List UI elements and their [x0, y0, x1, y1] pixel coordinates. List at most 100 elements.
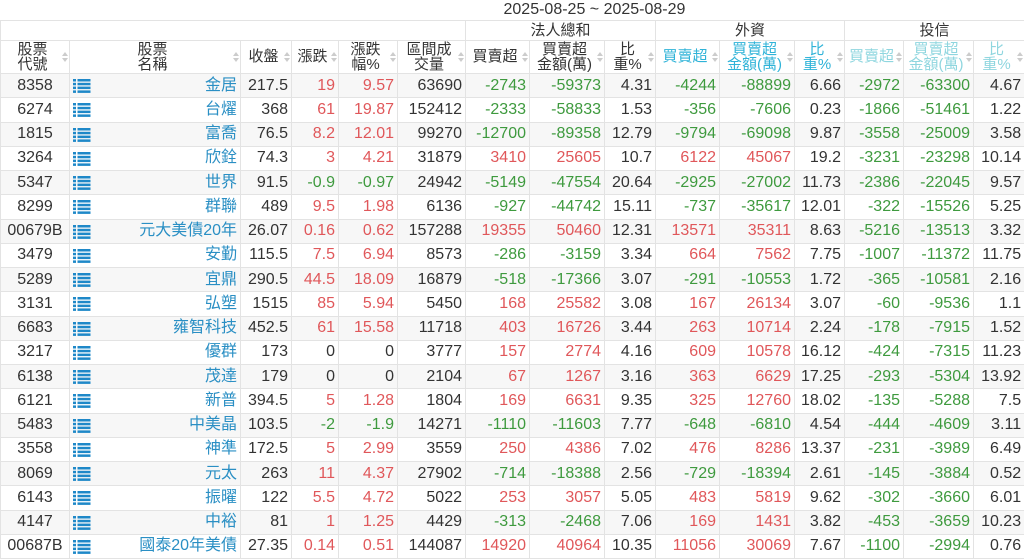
list-icon[interactable]	[73, 79, 91, 93]
column-header-code[interactable]: 股票代號	[0, 40, 70, 74]
stock-name-link[interactable]: 元太	[204, 464, 237, 482]
cell-name[interactable]: 雍智科技	[69, 315, 241, 341]
stock-name-link[interactable]: 優群	[204, 343, 237, 361]
cell-name[interactable]: 弘塑	[69, 291, 241, 317]
cell-name[interactable]: 金居	[69, 72, 241, 99]
stock-name-link[interactable]: 群聯	[204, 197, 237, 215]
column-header-foreign-amount[interactable]: 買賣超金額(萬)	[719, 40, 795, 74]
list-icon[interactable]	[73, 467, 91, 481]
list-icon[interactable]	[73, 394, 91, 409]
cell-name[interactable]: 富喬	[69, 121, 241, 147]
list-icon[interactable]	[73, 345, 91, 360]
sort-icon[interactable]	[1017, 52, 1024, 62]
column-header-close[interactable]: 收盤	[240, 40, 292, 74]
cell-code: 6121	[0, 388, 70, 414]
cell-total-amount: -17366	[529, 266, 605, 293]
column-header-total-amount[interactable]: 買賣超金額(萬)	[529, 40, 605, 74]
column-header-foreign-ratio[interactable]: 比重%	[794, 40, 845, 74]
sort-icon[interactable]	[648, 52, 654, 62]
cell-name[interactable]: 新普	[69, 388, 241, 414]
cell-name[interactable]: 欣銓	[69, 145, 241, 172]
cell-volume: 8573	[397, 242, 466, 269]
stock-name-link[interactable]: 世界	[204, 173, 237, 191]
cell-name[interactable]: 元大美債20年	[69, 218, 241, 244]
column-header-volume[interactable]: 區間成交量	[397, 40, 466, 74]
list-icon[interactable]	[73, 273, 91, 287]
column-header-foreign-net[interactable]: 買賣超	[655, 40, 720, 74]
stock-name-link[interactable]: 安勤	[204, 246, 237, 264]
cell-name[interactable]: 世界	[69, 169, 241, 196]
column-header-change[interactable]: 漲跌	[291, 40, 339, 74]
list-icon[interactable]	[73, 151, 91, 166]
cell-total-ratio: 12.31	[604, 218, 656, 244]
list-icon[interactable]	[73, 370, 91, 384]
cell-close: 394.5	[240, 388, 292, 414]
stock-name-link[interactable]: 台燿	[204, 100, 237, 118]
stock-name-link[interactable]: 富喬	[204, 125, 237, 143]
sort-icon[interactable]	[837, 52, 843, 62]
list-icon[interactable]	[73, 539, 91, 554]
cell-name[interactable]: 中美晶	[69, 412, 241, 438]
sort-icon[interactable]	[787, 52, 793, 62]
stock-name-link[interactable]: 茂達	[204, 367, 237, 385]
list-icon[interactable]	[73, 321, 91, 336]
list-icon[interactable]	[73, 224, 91, 239]
list-icon[interactable]	[73, 200, 91, 215]
stock-name-link[interactable]: 中裕	[204, 513, 237, 531]
cell-name[interactable]: 群聯	[69, 194, 241, 220]
stock-name-link[interactable]: 金居	[204, 76, 237, 94]
list-icon[interactable]	[73, 515, 91, 530]
sort-icon[interactable]	[390, 52, 396, 62]
list-icon[interactable]	[73, 248, 91, 263]
cell-name[interactable]: 振曜	[69, 485, 241, 511]
list-icon[interactable]	[73, 127, 91, 142]
cell-name[interactable]: 元太	[69, 460, 241, 487]
list-icon[interactable]	[73, 418, 91, 433]
sort-icon[interactable]	[896, 52, 902, 62]
sort-icon[interactable]	[597, 52, 603, 62]
cell-foreign-amount: 8286	[719, 436, 795, 463]
stock-name-link[interactable]: 欣銓	[204, 149, 237, 167]
stock-name-link[interactable]: 元大美債20年	[139, 222, 237, 240]
stock-name-link[interactable]: 振曜	[204, 488, 237, 506]
sort-icon[interactable]	[62, 52, 68, 62]
table-row: 00679B 元大美債20年 26.07 0.16 0.62 157288 19355 504…	[0, 218, 1024, 244]
cell-trust-net: -60	[844, 291, 904, 317]
cell-total-ratio: 3.08	[604, 291, 656, 317]
cell-name[interactable]: 台燿	[69, 97, 241, 123]
stock-name-link[interactable]: 宜鼎	[204, 270, 237, 288]
column-header-trust-ratio[interactable]: 比重%	[972, 40, 1024, 74]
sort-icon[interactable]	[458, 52, 464, 62]
column-header-trust-net[interactable]: 買賣超	[844, 40, 904, 74]
list-icon[interactable]	[73, 103, 91, 118]
list-icon[interactable]	[73, 297, 91, 312]
cell-name[interactable]: 茂達	[69, 363, 241, 390]
stock-name-link[interactable]: 雍智科技	[172, 319, 237, 337]
cell-name[interactable]: 國泰20年美債	[69, 533, 241, 559]
cell-name[interactable]: 中裕	[69, 509, 241, 535]
sort-icon[interactable]	[522, 52, 528, 62]
list-icon[interactable]	[73, 442, 91, 457]
stock-name-link[interactable]: 神準	[204, 440, 237, 458]
cell-name[interactable]: 宜鼎	[69, 266, 241, 293]
column-header-change-pct[interactable]: 漲跌幅%	[338, 40, 398, 74]
list-icon[interactable]	[73, 491, 91, 506]
sort-icon[interactable]	[712, 52, 718, 62]
cell-name[interactable]: 安勤	[69, 242, 241, 269]
column-header-name[interactable]: 股票名稱	[69, 40, 241, 74]
cell-name[interactable]: 優群	[69, 339, 241, 366]
column-header-trust-amount[interactable]: 買賣超金額(萬)	[903, 40, 974, 74]
column-header-total-ratio[interactable]: 比重%	[604, 40, 656, 74]
cell-total-net: -927	[465, 194, 530, 220]
sort-icon[interactable]	[331, 52, 337, 62]
sort-icon[interactable]	[284, 52, 290, 62]
stock-name-link[interactable]: 中美晶	[188, 416, 237, 434]
stock-name-link[interactable]: 國泰20年美債	[139, 537, 237, 555]
column-header-total-net[interactable]: 買賣超	[465, 40, 530, 74]
sort-icon[interactable]	[233, 52, 239, 62]
sort-icon[interactable]	[966, 52, 972, 62]
cell-name[interactable]: 神準	[69, 436, 241, 463]
list-icon[interactable]	[73, 176, 91, 190]
stock-name-link[interactable]: 新普	[204, 391, 237, 409]
stock-name-link[interactable]: 弘塑	[204, 294, 237, 312]
